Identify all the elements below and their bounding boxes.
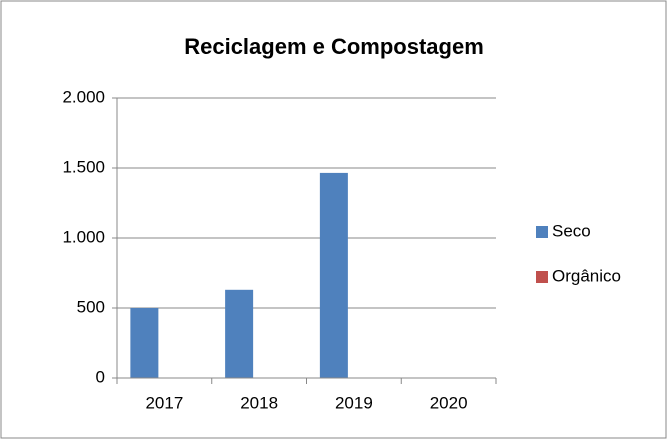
y-tick-label: 2.000 <box>62 87 105 106</box>
legend-swatch <box>536 271 548 283</box>
legend-swatch <box>536 226 548 238</box>
bar <box>225 289 254 378</box>
x-tick-label: 2017 <box>145 393 183 412</box>
legend-label: Orgânico <box>552 266 621 285</box>
x-tick-label: 2020 <box>430 393 468 412</box>
bar <box>130 308 159 378</box>
y-tick-label: 1.000 <box>62 227 105 246</box>
y-tick-label: 1.500 <box>62 157 105 176</box>
x-tick-label: 2018 <box>240 393 278 412</box>
y-tick-label: 0 <box>96 367 105 386</box>
x-tick-label: 2019 <box>335 393 373 412</box>
legend-label: Seco <box>552 221 591 240</box>
y-tick-label: 500 <box>77 297 105 316</box>
bar <box>319 172 348 378</box>
chart-title: Reciclagem e Compostagem <box>184 34 484 59</box>
